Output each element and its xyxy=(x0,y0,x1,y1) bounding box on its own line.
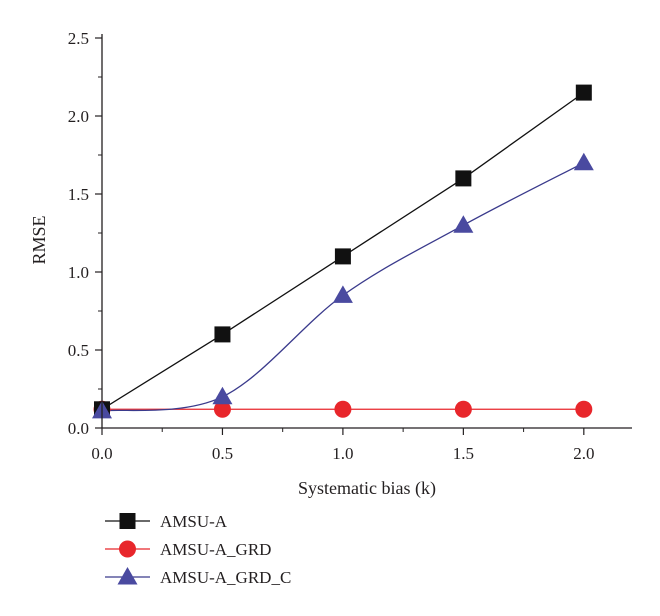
data-point-amsu-a-grd-c xyxy=(573,152,594,171)
axes: 0.0 0.5 1.0 1.5 2.0 0.0 0.5 1.0 1.5 2.0 2.5 xyxy=(68,29,632,463)
data-point-amsu-a-grd-c xyxy=(212,386,233,405)
data-point-amsu-a-grd-c xyxy=(332,285,353,303)
x-tick-label: 0.0 xyxy=(91,444,112,463)
data-point-amsu-a-grd xyxy=(213,400,231,418)
legend: AMSU-A AMSU-A_GRD AMSU-A_GRD_C xyxy=(105,512,291,587)
plot-area xyxy=(92,84,594,419)
data-point-amsu-a-grd xyxy=(575,400,593,418)
legend-marker xyxy=(117,567,138,585)
data-point-amsu-a-grd-c xyxy=(453,215,474,233)
y-tick-label: 0.5 xyxy=(68,341,89,360)
y-tick-label: 2.5 xyxy=(68,29,89,48)
data-point-amsu-a-grd xyxy=(334,400,352,418)
x-tick-label: 2.0 xyxy=(573,444,594,463)
y-tick-label: 1.0 xyxy=(68,263,89,282)
x-tick-label: 1.5 xyxy=(453,444,474,463)
data-point-amsu-a xyxy=(214,326,231,343)
x-tick-label: 1.0 xyxy=(332,444,353,463)
legend-marker xyxy=(119,540,136,558)
y-tick-label: 2.0 xyxy=(68,107,89,126)
x-tick-label: 0.5 xyxy=(212,444,233,463)
legend-label: AMSU-A_GRD_C xyxy=(160,568,291,587)
x-axis-title: Systematic bias (k) xyxy=(298,478,436,499)
y-axis-title: RMSE xyxy=(29,215,49,264)
legend-label: AMSU-A_GRD xyxy=(160,540,271,559)
data-point-amsu-a-grd xyxy=(454,400,472,418)
legend-label: AMSU-A xyxy=(160,512,228,531)
y-tick-label: 0.0 xyxy=(68,419,89,438)
data-point-amsu-a xyxy=(455,170,472,187)
data-point-amsu-a xyxy=(334,248,351,265)
legend-marker xyxy=(119,513,136,529)
data-point-amsu-a xyxy=(575,84,592,101)
y-tick-label: 1.5 xyxy=(68,185,89,204)
